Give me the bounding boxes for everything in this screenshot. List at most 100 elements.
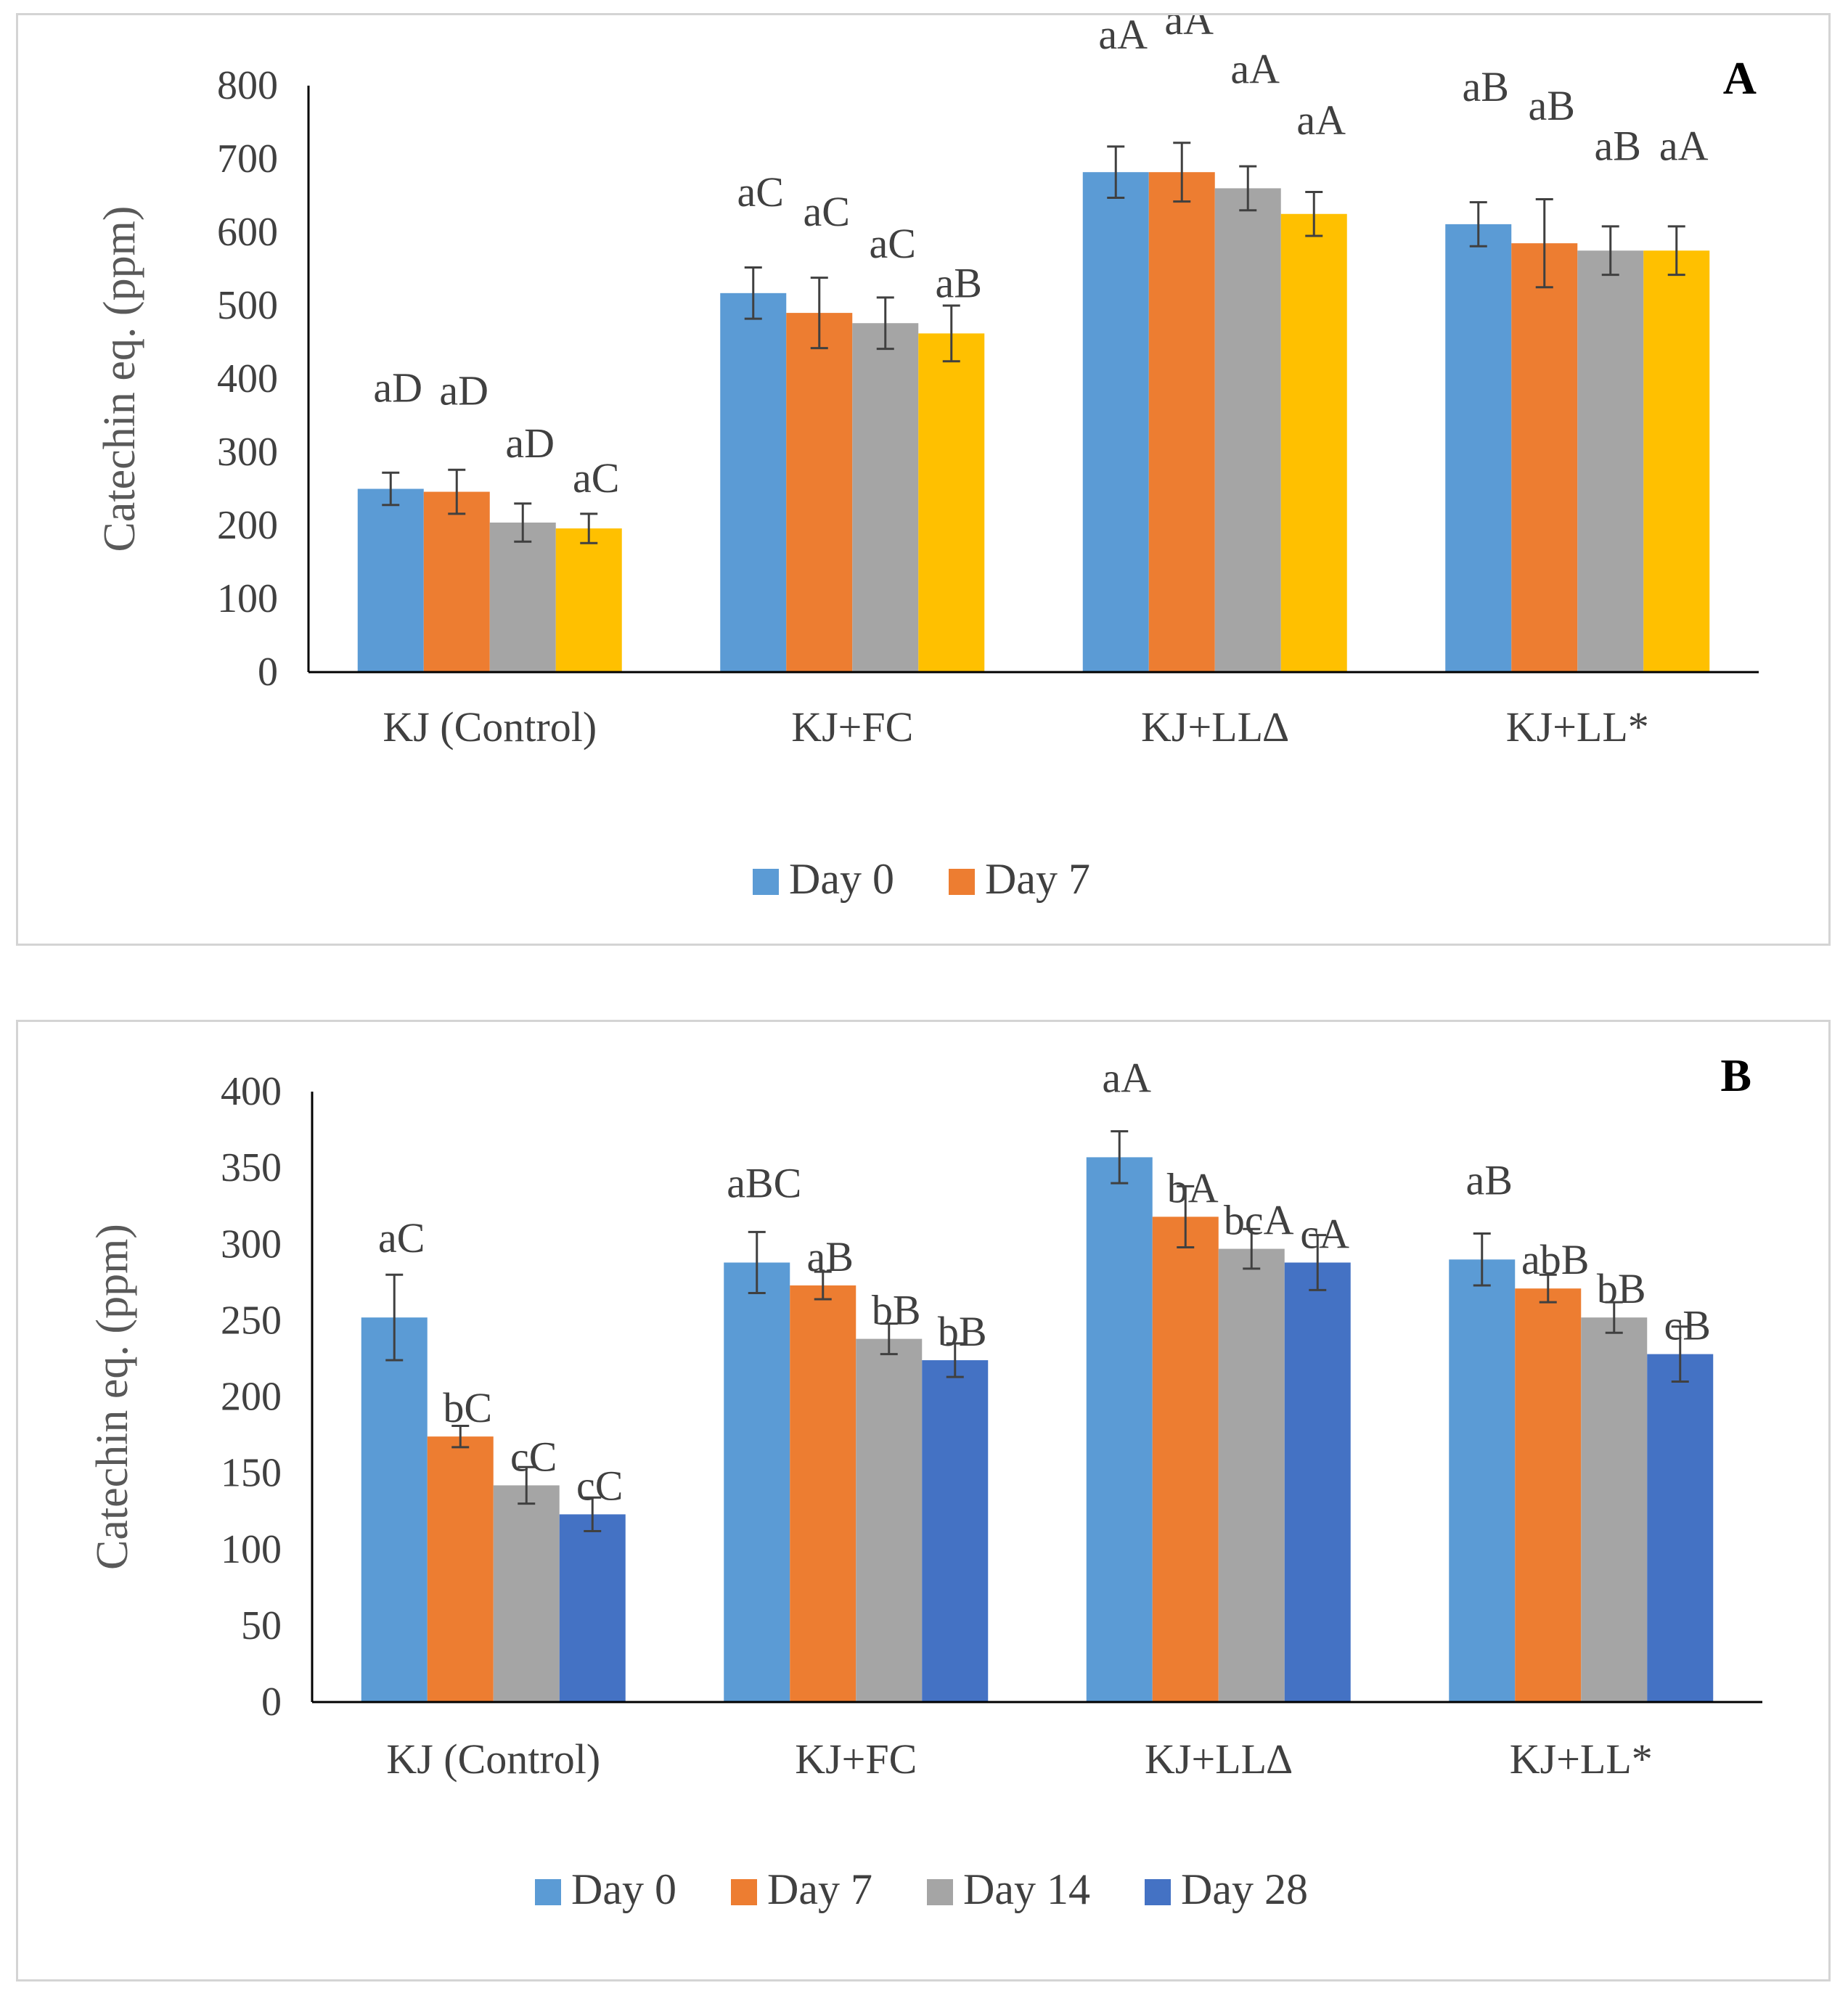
bar xyxy=(1449,1259,1516,1702)
y-tick-label: 50 xyxy=(241,1603,282,1648)
data-label: bcA xyxy=(1224,1197,1294,1244)
data-label: aBC xyxy=(727,1159,801,1206)
legend-swatch xyxy=(731,1879,757,1905)
bar xyxy=(1086,1157,1153,1702)
legend-swatch xyxy=(949,869,975,895)
x-tick-label: KJ+LL∆ xyxy=(1145,1735,1293,1783)
y-tick-label: 400 xyxy=(221,1069,282,1114)
data-label: aB xyxy=(1466,1156,1513,1203)
data-label: aC xyxy=(737,168,784,216)
y-axis-title: Catechin eq. (ppm) xyxy=(95,206,144,552)
bar xyxy=(724,1262,790,1702)
bar xyxy=(786,313,853,672)
bar xyxy=(1643,250,1710,672)
x-tick-label: KJ+LL* xyxy=(1506,703,1649,750)
data-label: bB xyxy=(1597,1265,1646,1312)
legend-swatch xyxy=(927,1879,953,1905)
data-label: aC xyxy=(378,1214,425,1261)
y-tick-label: 100 xyxy=(221,1527,282,1572)
y-tick-label: 400 xyxy=(217,356,278,401)
y-tick-label: 150 xyxy=(221,1451,282,1496)
bar xyxy=(559,1514,626,1702)
y-axis-title: Catechin eq. (ppm) xyxy=(88,1224,137,1570)
chart-b-svg: 0 50 100 150 200 250 300 350 400 Catechin eq. (pp… xyxy=(88,1050,1762,1913)
y-tick-label: 700 xyxy=(217,136,278,181)
y-tick-label: 0 xyxy=(258,650,278,695)
data-label: aC xyxy=(870,220,916,267)
data-label: aB xyxy=(807,1233,854,1280)
legend-swatch xyxy=(535,1879,561,1905)
y-tick-label: 800 xyxy=(217,63,278,108)
data-label: aC xyxy=(573,454,619,502)
y-tick-label: 0 xyxy=(261,1680,282,1725)
data-label: aB xyxy=(1529,82,1575,129)
bar xyxy=(1218,1248,1285,1702)
x-tick-label: KJ+LL* xyxy=(1510,1735,1653,1783)
bar xyxy=(790,1285,856,1702)
data-label: abB xyxy=(1521,1236,1589,1283)
data-label: cB xyxy=(1664,1302,1711,1349)
data-label: aA xyxy=(1102,1054,1151,1101)
bar xyxy=(493,1485,560,1702)
legend-label: Day 7 xyxy=(767,1865,872,1913)
chart-panel-b: 0 50 100 150 200 250 300 350 400 Catechin eq. (pp… xyxy=(16,1020,1831,1981)
bar xyxy=(852,323,919,672)
y-tick-label: 100 xyxy=(217,576,278,621)
y-tick-label: 300 xyxy=(221,1222,282,1267)
bar xyxy=(1214,188,1281,672)
bar xyxy=(361,1317,428,1702)
legend-label: Day 28 xyxy=(1181,1865,1308,1913)
panel-letter: A xyxy=(1723,52,1757,104)
bar xyxy=(1152,1216,1219,1702)
data-label: aB xyxy=(936,259,982,306)
chart-a-svg: 0 100 200 300 400 500 600 700 800 Catechin eq. (p… xyxy=(95,15,1759,903)
data-label: aB xyxy=(1595,122,1641,169)
chart-panel-a: 0 100 200 300 400 500 600 700 800 Catechin eq. (p… xyxy=(16,13,1831,946)
bar xyxy=(427,1436,494,1702)
y-tick-label: 250 xyxy=(221,1298,282,1343)
bar xyxy=(1647,1354,1714,1702)
bar xyxy=(1280,213,1347,672)
legend-label: Day 14 xyxy=(963,1865,1090,1913)
x-tick-label: KJ+FC xyxy=(791,703,913,750)
data-label: bC xyxy=(443,1384,492,1431)
data-label: aB xyxy=(1463,63,1509,110)
data-label: bA xyxy=(1167,1164,1219,1211)
data-label: cA xyxy=(1300,1210,1349,1257)
bar xyxy=(357,488,424,672)
data-label: bB xyxy=(872,1287,921,1334)
bar xyxy=(1148,172,1215,672)
legend-swatch xyxy=(753,869,779,895)
data-label: aA xyxy=(1296,97,1346,144)
y-tick-label: 200 xyxy=(221,1375,282,1420)
bar xyxy=(1577,250,1644,672)
bar xyxy=(489,522,556,672)
data-label: cC xyxy=(510,1433,557,1480)
data-label: aA xyxy=(1230,45,1280,92)
data-label: cC xyxy=(576,1462,623,1509)
x-tick-label: KJ (Control) xyxy=(383,703,597,750)
x-tick-label: KJ (Control) xyxy=(386,1735,600,1783)
x-tick-label: KJ+FC xyxy=(795,1735,917,1783)
y-tick-label: 350 xyxy=(221,1145,282,1190)
bar xyxy=(1515,1288,1582,1702)
legend-label: Day 0 xyxy=(789,855,894,903)
y-tick-label: 600 xyxy=(217,210,278,255)
y-tick-label: 300 xyxy=(217,430,278,475)
legend-swatch xyxy=(1145,1879,1171,1905)
bar xyxy=(922,1360,989,1702)
bar xyxy=(555,528,622,672)
data-label: aA xyxy=(1098,15,1148,58)
bar xyxy=(1082,172,1149,672)
bar xyxy=(1445,224,1512,672)
data-label: bB xyxy=(938,1308,987,1355)
y-tick-label: 500 xyxy=(217,283,278,328)
x-tick-label: KJ+LL∆ xyxy=(1141,703,1289,750)
bar xyxy=(1581,1317,1648,1702)
bar xyxy=(423,491,490,672)
y-tick-label: 200 xyxy=(217,503,278,548)
data-label: aA xyxy=(1659,122,1709,169)
bar xyxy=(918,333,985,672)
bar xyxy=(1511,243,1578,672)
data-label: aA xyxy=(1164,15,1214,44)
